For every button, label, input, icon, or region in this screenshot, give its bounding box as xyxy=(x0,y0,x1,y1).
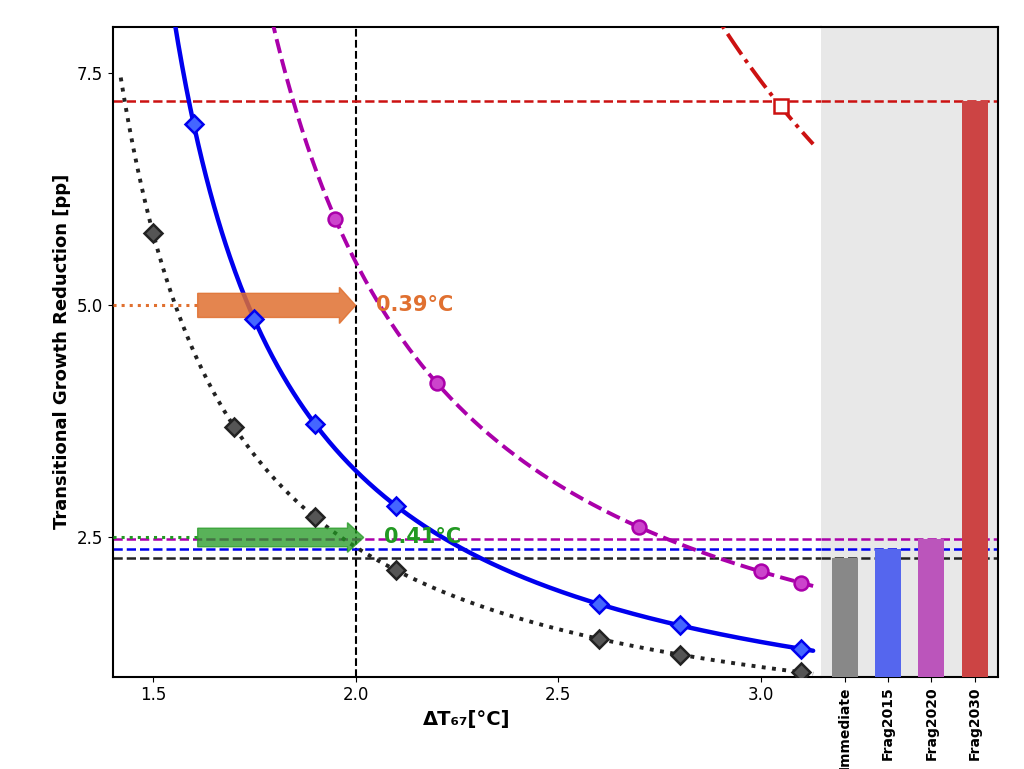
Text: 0.41°C: 0.41°C xyxy=(384,528,461,548)
FancyArrow shape xyxy=(198,288,355,324)
Bar xyxy=(919,539,944,677)
Bar xyxy=(833,558,858,677)
FancyArrow shape xyxy=(198,523,364,552)
Text: 0.39°C: 0.39°C xyxy=(376,295,453,315)
Y-axis label: Transitional Growth Reduction [pp]: Transitional Growth Reduction [pp] xyxy=(53,175,71,529)
X-axis label: ΔT₆₇[°C]: ΔT₆₇[°C] xyxy=(423,710,511,729)
Bar xyxy=(962,102,987,677)
Bar xyxy=(876,548,901,677)
